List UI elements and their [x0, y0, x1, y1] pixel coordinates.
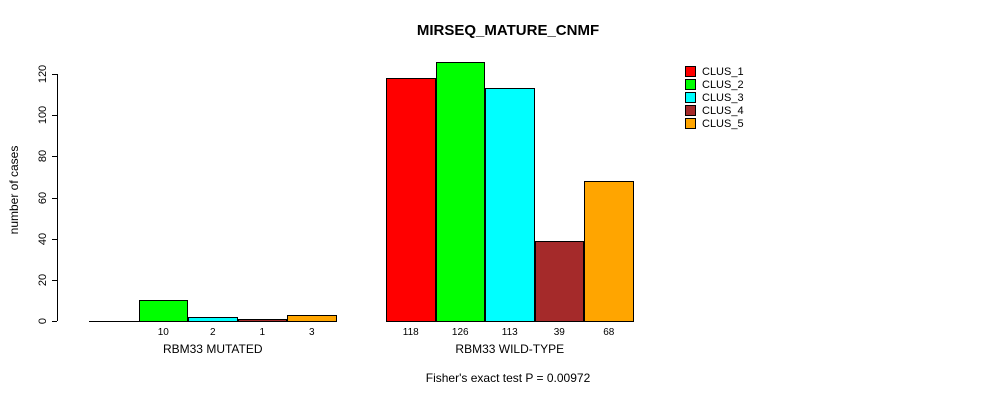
y-tick-label: 120 — [37, 64, 49, 84]
legend-row: CLUS_4 — [685, 104, 744, 117]
bar-value-label: 1 — [259, 327, 266, 338]
bar — [139, 300, 188, 322]
y-tick — [52, 74, 57, 75]
legend-swatch — [685, 66, 696, 77]
bar — [436, 62, 485, 322]
bar-value-label: 10 — [157, 327, 169, 338]
legend-label: CLUS_4 — [702, 104, 744, 117]
bar — [188, 317, 238, 322]
y-tick-label: 60 — [37, 191, 49, 205]
legend-label: CLUS_2 — [702, 78, 744, 91]
legend-swatch — [685, 92, 696, 103]
y-tick-label: 0 — [37, 317, 49, 325]
bar-value-label: 39 — [553, 327, 565, 338]
legend: CLUS_1 CLUS_2 CLUS_3 CLUS_4 CLUS_5 — [685, 65, 744, 130]
y-axis-label: number of cases — [7, 145, 21, 235]
bar — [238, 319, 287, 322]
legend-label: CLUS_1 — [702, 65, 744, 78]
bar — [485, 88, 535, 322]
y-tick — [52, 156, 57, 157]
bar — [584, 181, 634, 322]
y-tick — [52, 239, 57, 240]
legend-swatch — [685, 79, 696, 90]
y-tick-label: 100 — [37, 105, 49, 125]
y-tick-label: 40 — [37, 232, 49, 246]
group-label: RBM33 WILD-TYPE — [455, 342, 565, 356]
legend-row: CLUS_1 — [685, 65, 744, 78]
bar-value-label: 68 — [603, 327, 615, 338]
y-tick — [52, 321, 57, 322]
y-tick — [52, 280, 57, 281]
legend-swatch — [685, 118, 696, 129]
group-label: RBM33 MUTATED — [162, 342, 263, 356]
bar — [535, 241, 584, 322]
bar — [386, 78, 436, 322]
legend-row: CLUS_3 — [685, 91, 744, 104]
bar-value-label: 3 — [308, 327, 315, 338]
y-tick-label: 20 — [37, 273, 49, 287]
legend-swatch — [685, 105, 696, 116]
y-tick — [52, 198, 57, 199]
legend-label: CLUS_3 — [702, 91, 744, 104]
bar-value-label: 118 — [402, 327, 419, 338]
legend-label: CLUS_5 — [702, 117, 744, 130]
y-tick — [52, 115, 57, 116]
bar — [287, 315, 337, 322]
bar-value-label: 2 — [209, 327, 216, 338]
legend-row: CLUS_5 — [685, 117, 744, 130]
y-tick-label: 80 — [37, 149, 49, 163]
bar-value-label: 126 — [451, 327, 469, 338]
y-axis-line — [57, 74, 58, 321]
chart-title: MIRSEQ_MATURE_CNMF — [416, 22, 600, 39]
bar-value-label: 113 — [501, 327, 518, 338]
fisher-test-annotation: Fisher's exact test P = 0.00972 — [425, 371, 591, 385]
legend-row: CLUS_2 — [685, 78, 744, 91]
